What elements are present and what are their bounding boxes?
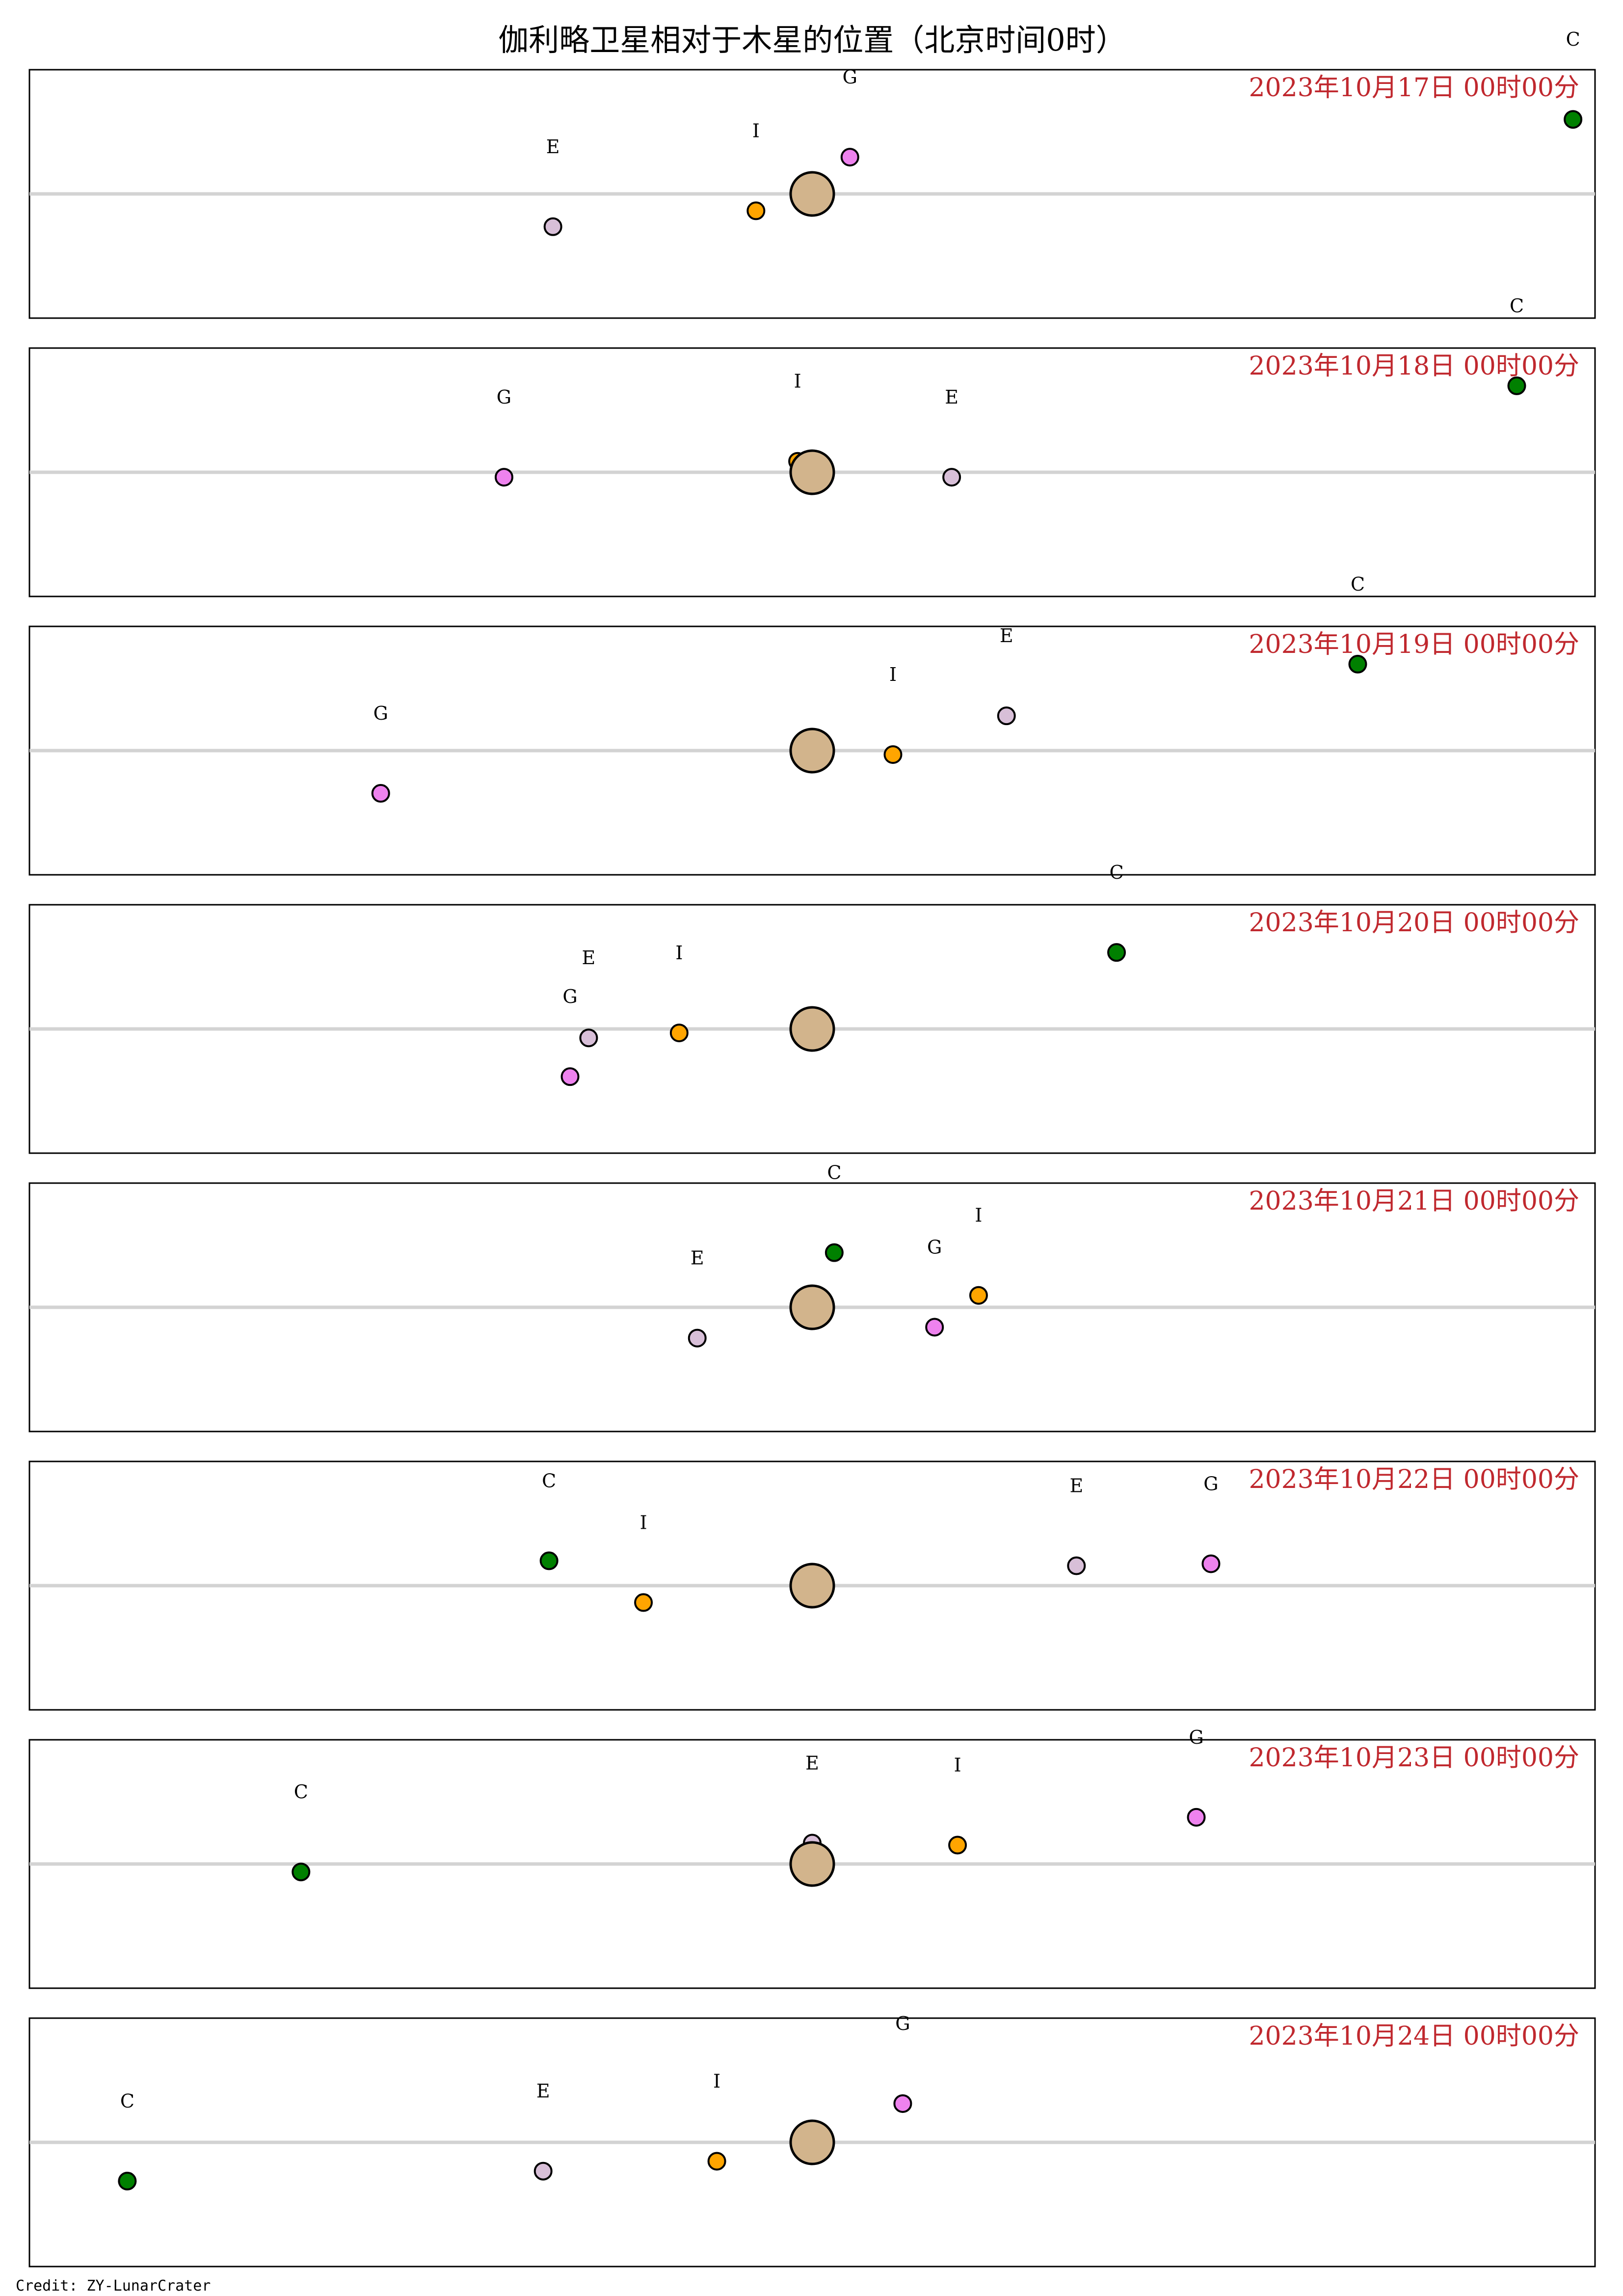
- panel-6: I E G C 2023年10月22日 00时00分: [28, 1460, 1596, 1711]
- jupiter-marker: [789, 2119, 835, 2165]
- moon-C-marker: [118, 2171, 137, 2190]
- panel-date: 2023年10月23日 00时00分: [1249, 1743, 1579, 1773]
- moon-G-marker: [840, 148, 859, 167]
- panel-2: I E G C 2023年10月18日 00时00分: [28, 295, 1596, 597]
- jupiter-marker: [789, 449, 835, 495]
- panel-date: 2023年10月17日 00时00分: [1249, 73, 1579, 103]
- moon-I-label: I: [794, 371, 801, 392]
- moon-E-marker: [543, 217, 562, 236]
- jupiter-marker: [789, 1841, 835, 1887]
- moon-C-label: C: [294, 1781, 308, 1803]
- moon-I-marker: [969, 1286, 988, 1305]
- moon-C-marker: [825, 1243, 844, 1262]
- panel-1: I E G C 2023年10月17日 00时00分: [28, 28, 1596, 319]
- panel-date: 2023年10月19日 00时00分: [1249, 630, 1579, 659]
- moon-E-marker: [533, 2161, 553, 2181]
- moon-C-label: C: [1566, 28, 1580, 50]
- moon-G-marker: [494, 468, 513, 487]
- moon-I-label: I: [675, 942, 683, 964]
- panel-5: I E G C 2023年10月21日 00时00分: [28, 1162, 1596, 1432]
- moon-G-marker: [925, 1318, 944, 1337]
- moon-I-label: I: [713, 2070, 720, 2092]
- moon-C-label: C: [1351, 573, 1365, 595]
- moon-C-marker: [539, 1551, 559, 1570]
- moon-E-label: E: [1069, 1475, 1083, 1497]
- moon-G-label: G: [927, 1236, 942, 1258]
- jupiter-marker: [789, 1563, 835, 1609]
- moon-E-marker: [579, 1028, 598, 1048]
- panel-3: I E G C 2023年10月19日 00时00分: [28, 573, 1596, 876]
- panel-date: 2023年10月20日 00时00分: [1249, 908, 1579, 938]
- moon-E-marker: [1067, 1556, 1086, 1575]
- moon-E-marker: [997, 706, 1016, 726]
- moon-G-label: G: [1203, 1473, 1218, 1494]
- moon-G-label: G: [497, 386, 511, 408]
- moon-I-label: I: [975, 1205, 982, 1226]
- panel-date: 2023年10月24日 00时00分: [1249, 2022, 1579, 2051]
- moon-E-label: E: [1000, 625, 1013, 647]
- moon-E-label: E: [945, 386, 958, 408]
- panel-8: I E G C 2023年10月24日 00时00分: [28, 2013, 1596, 2268]
- moon-I-label: I: [954, 1755, 961, 1776]
- jupiter-marker: [789, 171, 835, 217]
- credit-text: Credit: ZY-LunarCrater: [16, 2277, 211, 2295]
- moon-I-marker: [707, 2152, 726, 2171]
- moon-C-marker: [1107, 943, 1126, 962]
- moon-E-marker: [688, 1328, 707, 1348]
- jupiter-marker: [789, 1006, 835, 1052]
- panel-date: 2023年10月22日 00时00分: [1249, 1465, 1579, 1494]
- jupiter-marker: [789, 1284, 835, 1330]
- moon-C-label: C: [542, 1470, 556, 1491]
- moon-I-marker: [634, 1593, 653, 1612]
- moon-G-label: G: [843, 66, 857, 88]
- moon-C-marker: [292, 1863, 311, 1882]
- moon-G-label: G: [562, 986, 577, 1007]
- moon-C-marker: [1564, 110, 1583, 129]
- moon-I-label: I: [640, 1512, 647, 1533]
- moon-E-label: E: [546, 136, 560, 158]
- moon-G-marker: [560, 1067, 580, 1086]
- moon-C-label: C: [1110, 862, 1124, 883]
- moon-G-label: G: [373, 702, 388, 724]
- moon-E-marker: [942, 468, 961, 487]
- moon-C-marker: [1507, 376, 1526, 395]
- panel-7: I E G C 2023年10月23日 00时00分: [28, 1727, 1596, 1989]
- moon-I-label: I: [752, 120, 760, 141]
- moon-E-label: E: [536, 2080, 550, 2102]
- moon-G-marker: [893, 2094, 912, 2113]
- moon-I-marker: [746, 201, 766, 220]
- moon-E-label: E: [805, 1752, 819, 1774]
- chart-title: 伽利略卫星相对于木星的位置（北京时间0时）: [498, 22, 1126, 58]
- moon-G-label: G: [895, 2013, 910, 2034]
- moon-C-marker: [1348, 654, 1367, 674]
- moon-I-marker: [948, 1836, 967, 1855]
- moon-C-label: C: [120, 2090, 134, 2112]
- jupiter-marker: [789, 728, 835, 774]
- moon-I-marker: [883, 745, 903, 764]
- moon-C-label: C: [1510, 295, 1524, 317]
- moon-G-marker: [1201, 1554, 1221, 1573]
- moon-G-marker: [1187, 1808, 1206, 1827]
- panel-date: 2023年10月18日 00时00分: [1249, 351, 1579, 381]
- moon-I-marker: [669, 1024, 689, 1043]
- moon-E-label: E: [691, 1247, 704, 1269]
- moon-E-label: E: [582, 947, 596, 969]
- panel-4: I EG C 2023年10月20日 00时00分: [28, 862, 1596, 1154]
- moon-G-marker: [371, 784, 390, 803]
- moon-I-label: I: [889, 664, 897, 685]
- moon-G-label: G: [1189, 1727, 1203, 1748]
- moon-C-label: C: [827, 1162, 841, 1184]
- panel-date: 2023年10月21日 00时00分: [1249, 1187, 1579, 1216]
